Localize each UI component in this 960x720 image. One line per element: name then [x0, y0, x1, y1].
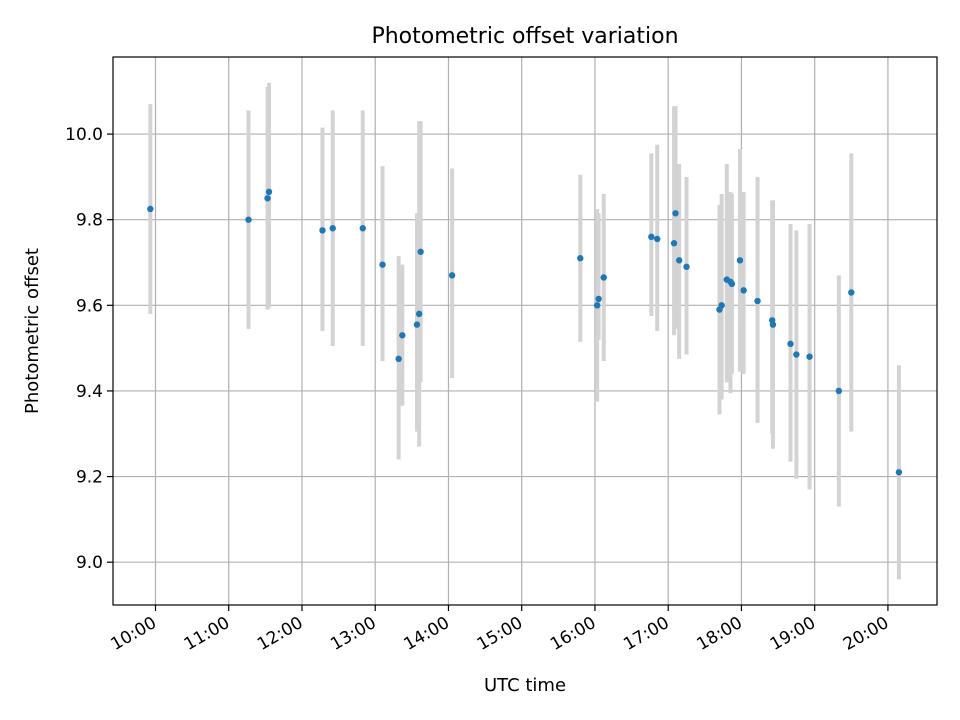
data-point: [329, 225, 336, 232]
x-tick-label: 12:00: [254, 613, 306, 655]
x-tick-label: 10:00: [108, 613, 160, 655]
data-point: [264, 195, 271, 202]
data-point: [654, 235, 661, 243]
data-point: [593, 302, 601, 309]
data-point: [417, 248, 424, 255]
y-tick-label: 9.6: [76, 296, 103, 316]
data-point: [848, 289, 855, 296]
x-tick-label: 11:00: [181, 613, 233, 655]
data-point: [379, 261, 386, 268]
y-axis-ticks: 9.0 9.2 9.4 9.6 9.8 10.0: [65, 125, 113, 573]
data-point: [359, 225, 366, 232]
data-point: [787, 340, 794, 348]
data-point: [395, 355, 402, 363]
data-point: [740, 287, 747, 294]
data-point: [672, 210, 679, 217]
data-point: [577, 255, 584, 262]
x-axis-ticks: 10:00 11:00 12:00 13:00 14:00 15:00 16:00 17:00…: [108, 605, 892, 655]
x-tick-label: 18:00: [694, 613, 746, 655]
y-tick-label: 9.8: [76, 211, 103, 231]
data-point: [670, 240, 678, 247]
x-tick-label: 20:00: [840, 613, 892, 655]
x-tick-label: 17:00: [620, 613, 672, 655]
y-tick-label: 9.4: [76, 382, 103, 402]
data-point: [675, 257, 683, 264]
data-point: [319, 227, 326, 234]
x-tick-label: 13:00: [327, 613, 379, 655]
y-tick-label: 9.0: [76, 553, 103, 573]
data-point: [736, 257, 744, 264]
data-point: [448, 272, 456, 279]
x-tick-label: 16:00: [547, 613, 599, 655]
data-point: [399, 332, 406, 339]
data-point: [600, 274, 607, 281]
data-point: [754, 297, 761, 305]
data-point: [683, 263, 690, 270]
y-tick-label: 10.0: [65, 125, 103, 145]
grid-lines: [113, 57, 937, 605]
y-axis-label: Photometric offset: [22, 248, 43, 414]
data-point: [895, 469, 903, 476]
data-point: [648, 233, 655, 241]
x-axis-label: UTC time: [484, 675, 566, 696]
data-point: [806, 353, 813, 360]
data-point: [595, 295, 602, 303]
plot-frame: [112, 56, 938, 606]
data-point: [718, 302, 725, 309]
error-bars: [148, 82, 901, 580]
data-point: [413, 321, 421, 328]
data-points: [147, 188, 903, 476]
data-point: [147, 205, 154, 213]
data-point: [265, 188, 273, 196]
data-point: [415, 310, 423, 318]
y-tick-label: 9.2: [76, 468, 103, 488]
data-point: [835, 387, 843, 395]
data-point: [245, 216, 252, 223]
data-point: [728, 280, 736, 288]
x-tick-label: 19:00: [767, 613, 819, 655]
x-tick-label: 15:00: [474, 613, 526, 655]
data-point: [769, 321, 777, 328]
chart-title: Photometric offset variation: [371, 24, 678, 49]
x-tick-label: 14:00: [401, 613, 453, 655]
data-point: [793, 351, 800, 358]
